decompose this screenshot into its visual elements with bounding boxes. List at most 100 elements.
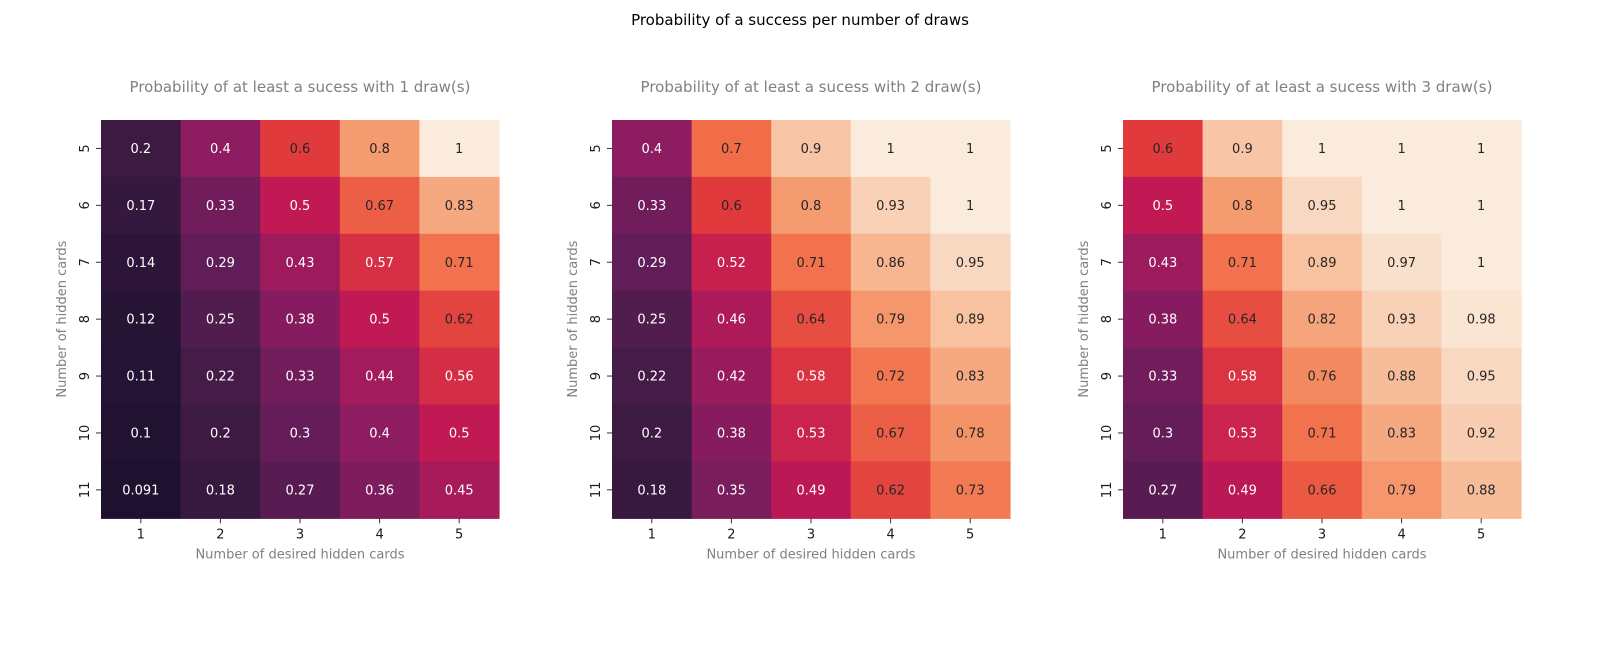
cell-value-label: 0.2 — [130, 142, 151, 157]
y-tick-label: 6 — [78, 201, 93, 209]
heatmap-cell — [419, 120, 500, 178]
cell-value-label: 0.42 — [717, 370, 746, 385]
heatmap-cell — [850, 290, 931, 349]
heatmap-cell — [771, 404, 852, 462]
heatmap-cell — [691, 176, 772, 235]
cell-value-label: 0.86 — [876, 256, 905, 271]
cell-value-label: 0.62 — [445, 313, 474, 328]
cell-value-label: 0.25 — [206, 313, 235, 328]
cell-value-label: 0.4 — [210, 142, 231, 157]
cell-value-label: 0.71 — [1228, 256, 1257, 271]
heatmap-cell — [612, 461, 693, 519]
cell-value-label: 0.49 — [1228, 483, 1257, 498]
cell-value-label: 0.38 — [717, 426, 746, 441]
y-tick-label: 5 — [1100, 144, 1115, 152]
heatmap-cell — [612, 120, 693, 178]
cell-value-label: 0.27 — [1148, 483, 1177, 498]
heatmap-cell — [691, 404, 772, 462]
cell-value-label: 0.79 — [1387, 483, 1416, 498]
heatmap-cell — [101, 461, 182, 519]
x-tick-label: 3 — [296, 527, 304, 542]
heatmap-cell — [1202, 176, 1283, 235]
heatmap-cell — [850, 404, 931, 462]
heatmap-cell — [419, 290, 500, 349]
y-tick-label: 9 — [589, 372, 604, 380]
heatmap-cell — [339, 461, 420, 519]
cell-value-label: 0.18 — [206, 483, 235, 498]
cell-value-label: 0.6 — [290, 142, 311, 157]
heatmap-cell — [612, 404, 693, 462]
heatmap-panel-1: Probability of at least a sucess with 1 … — [55, 78, 500, 562]
heatmap-cell — [339, 233, 420, 292]
cell-value-label: 0.18 — [637, 483, 666, 498]
heatmap-cell — [612, 290, 693, 349]
heatmap-cell — [1123, 290, 1204, 349]
heatmap-cell — [771, 120, 852, 178]
cell-value-label: 0.95 — [1308, 199, 1337, 214]
cell-value-label: 0.93 — [876, 199, 905, 214]
subplot-title: Probability of at least a sucess with 2 … — [641, 78, 982, 96]
y-tick-label: 7 — [78, 258, 93, 266]
heatmap-cell — [691, 461, 772, 519]
cell-value-label: 0.36 — [365, 483, 394, 498]
x-tick-label: 5 — [966, 527, 974, 542]
heatmap-panel-3: Probability of at least a sucess with 3 … — [1077, 78, 1522, 562]
cell-value-label: 0.83 — [1387, 426, 1416, 441]
heatmap-cell — [1202, 404, 1283, 462]
heatmap-cell — [1282, 176, 1363, 235]
cell-value-label: 0.33 — [1148, 370, 1177, 385]
cell-value-label: 0.38 — [286, 313, 315, 328]
heatmap-cell — [101, 233, 182, 292]
cell-value-label: 0.92 — [1467, 426, 1496, 441]
x-tick-label: 5 — [455, 527, 463, 542]
figure-title: Probability of a success per number of d… — [631, 11, 969, 29]
y-tick-label: 6 — [589, 201, 604, 209]
heatmap-cell — [1282, 233, 1363, 292]
heatmap-cell — [419, 404, 500, 462]
heatmap-cell — [1123, 120, 1204, 178]
heatmap-cell — [1441, 120, 1522, 178]
y-tick-label: 8 — [1100, 315, 1115, 323]
cell-value-label: 0.8 — [801, 199, 822, 214]
heatmap-cell — [1282, 120, 1363, 178]
cell-value-label: 0.71 — [797, 256, 826, 271]
heatmap-cell — [1123, 461, 1204, 519]
cell-value-label: 0.88 — [1467, 483, 1496, 498]
cell-value-label: 1 — [1318, 142, 1326, 157]
cell-value-label: 0.83 — [445, 199, 474, 214]
heatmap-cell — [771, 461, 852, 519]
heatmap-cell — [101, 404, 182, 462]
cell-value-label: 0.33 — [637, 199, 666, 214]
cell-value-label: 0.091 — [122, 483, 159, 498]
y-tick-label: 7 — [1100, 258, 1115, 266]
heatmap-cell — [612, 176, 693, 235]
heatmap-cell — [612, 347, 693, 406]
y-tick-label: 9 — [1100, 372, 1115, 380]
cell-value-label: 1 — [1397, 142, 1405, 157]
heatmap-cell — [260, 290, 341, 349]
cell-value-label: 0.5 — [1152, 199, 1173, 214]
x-tick-label: 2 — [1238, 527, 1246, 542]
cell-value-label: 0.56 — [445, 370, 474, 385]
heatmap-cell — [850, 176, 931, 235]
cell-value-label: 1 — [886, 142, 894, 157]
x-axis-label: Number of desired hidden cards — [1217, 547, 1426, 562]
heatmap-cell — [691, 233, 772, 292]
cell-value-label: 0.33 — [206, 199, 235, 214]
heatmap-cell — [1202, 290, 1283, 349]
cell-value-label: 0.93 — [1387, 313, 1416, 328]
heatmap-cell — [1361, 233, 1442, 292]
heatmap-cell — [930, 347, 1011, 406]
cell-value-label: 1 — [1477, 199, 1485, 214]
heatmap-panels: Probability of at least a sucess with 1 … — [55, 78, 1522, 562]
cell-value-label: 0.45 — [445, 483, 474, 498]
y-tick-label: 9 — [78, 372, 93, 380]
cell-value-label: 0.44 — [365, 370, 394, 385]
y-tick-label: 7 — [589, 258, 604, 266]
y-tick-label: 5 — [589, 144, 604, 152]
heatmap-cell — [260, 233, 341, 292]
heatmap-cell — [691, 290, 772, 349]
heatmap-cell — [1441, 347, 1522, 406]
cell-value-label: 0.88 — [1387, 370, 1416, 385]
